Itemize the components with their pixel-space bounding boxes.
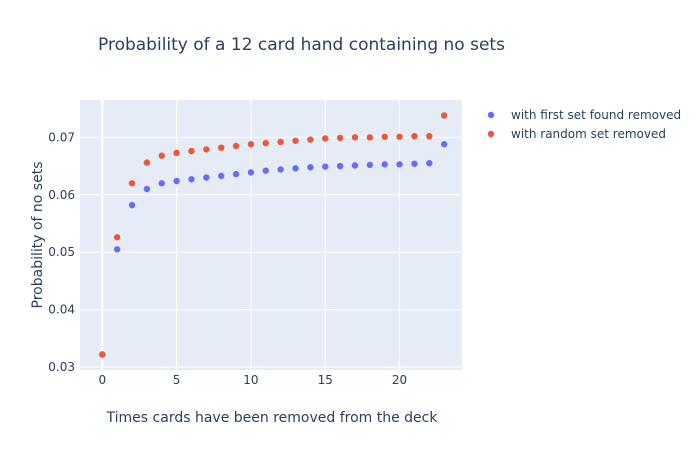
data-point[interactable] — [307, 164, 314, 171]
data-point[interactable] — [218, 144, 225, 151]
x-axis-title: Times cards have been removed from the d… — [106, 410, 439, 426]
data-point[interactable] — [203, 146, 210, 153]
data-point[interactable] — [351, 162, 359, 169]
data-point[interactable] — [158, 180, 165, 187]
data-point[interactable] — [188, 147, 195, 155]
data-point[interactable] — [113, 246, 121, 253]
data-point[interactable] — [366, 134, 374, 141]
x-tick-label: 10 — [243, 373, 258, 387]
data-point[interactable] — [143, 185, 151, 193]
y-axis-title: Probability of no sets — [30, 162, 46, 309]
legend-label: with random set removed — [511, 127, 666, 141]
y-tick-label: 0.04 — [48, 303, 75, 317]
data-point[interactable] — [262, 167, 269, 174]
data-point[interactable] — [411, 160, 418, 167]
data-point[interactable] — [307, 136, 314, 143]
legend-marker — [487, 130, 495, 138]
data-point[interactable] — [336, 162, 344, 170]
data-point[interactable] — [336, 134, 344, 142]
data-point[interactable] — [143, 159, 151, 166]
series-2 — [99, 112, 448, 358]
data-point[interactable] — [203, 174, 210, 181]
legend[interactable]: with first set found removed with random … — [487, 108, 681, 141]
data-point[interactable] — [247, 169, 255, 176]
legend-item[interactable]: with random set removed — [487, 127, 666, 141]
data-point[interactable] — [188, 176, 195, 183]
data-point[interactable] — [158, 152, 165, 159]
x-tick-label: 5 — [173, 373, 181, 387]
data-point[interactable] — [292, 137, 299, 144]
data-point[interactable] — [173, 177, 180, 185]
data-point[interactable] — [173, 149, 180, 157]
data-point[interactable] — [426, 132, 433, 140]
legend-marker — [487, 111, 495, 119]
data-point[interactable] — [292, 165, 299, 172]
y-tick-label: 0.03 — [48, 360, 75, 374]
data-point[interactable] — [113, 234, 121, 241]
ticks-layer: 0 5 10 15 20 0.03 0.04 0.05 0.06 0.07 — [48, 130, 407, 387]
y-tick-label: 0.06 — [48, 188, 75, 202]
data-point[interactable] — [381, 133, 388, 140]
data-point[interactable] — [366, 161, 374, 169]
data-point[interactable] — [99, 351, 106, 358]
y-tick-label: 0.07 — [48, 130, 75, 144]
data-point[interactable] — [322, 135, 329, 142]
y-tick-label: 0.05 — [48, 245, 75, 259]
x-tick-label: 0 — [98, 373, 106, 387]
data-point[interactable] — [232, 170, 240, 178]
data-point[interactable] — [277, 166, 284, 173]
data-point[interactable] — [381, 161, 388, 168]
data-point[interactable] — [247, 141, 255, 148]
data-point[interactable] — [396, 133, 403, 140]
plot-area — [80, 100, 462, 370]
data-point[interactable] — [322, 163, 329, 170]
data-point[interactable] — [262, 139, 269, 147]
x-tick-label: 20 — [392, 373, 407, 387]
data-point[interactable] — [440, 141, 448, 148]
data-point[interactable] — [426, 159, 433, 167]
chart-title: Probability of a 12 card hand containing… — [98, 35, 505, 55]
x-tick-label: 15 — [318, 373, 333, 387]
points-layer — [99, 112, 448, 358]
data-point[interactable] — [232, 142, 240, 150]
data-point[interactable] — [411, 132, 418, 140]
data-point[interactable] — [128, 180, 136, 187]
legend-item[interactable]: with first set found removed — [487, 108, 681, 122]
legend-label: with first set found removed — [511, 108, 681, 122]
data-point[interactable] — [218, 172, 225, 180]
data-point[interactable] — [440, 112, 448, 119]
data-point[interactable] — [351, 134, 359, 141]
data-point[interactable] — [277, 138, 284, 146]
data-point[interactable] — [396, 161, 403, 168]
data-point[interactable] — [128, 201, 136, 209]
